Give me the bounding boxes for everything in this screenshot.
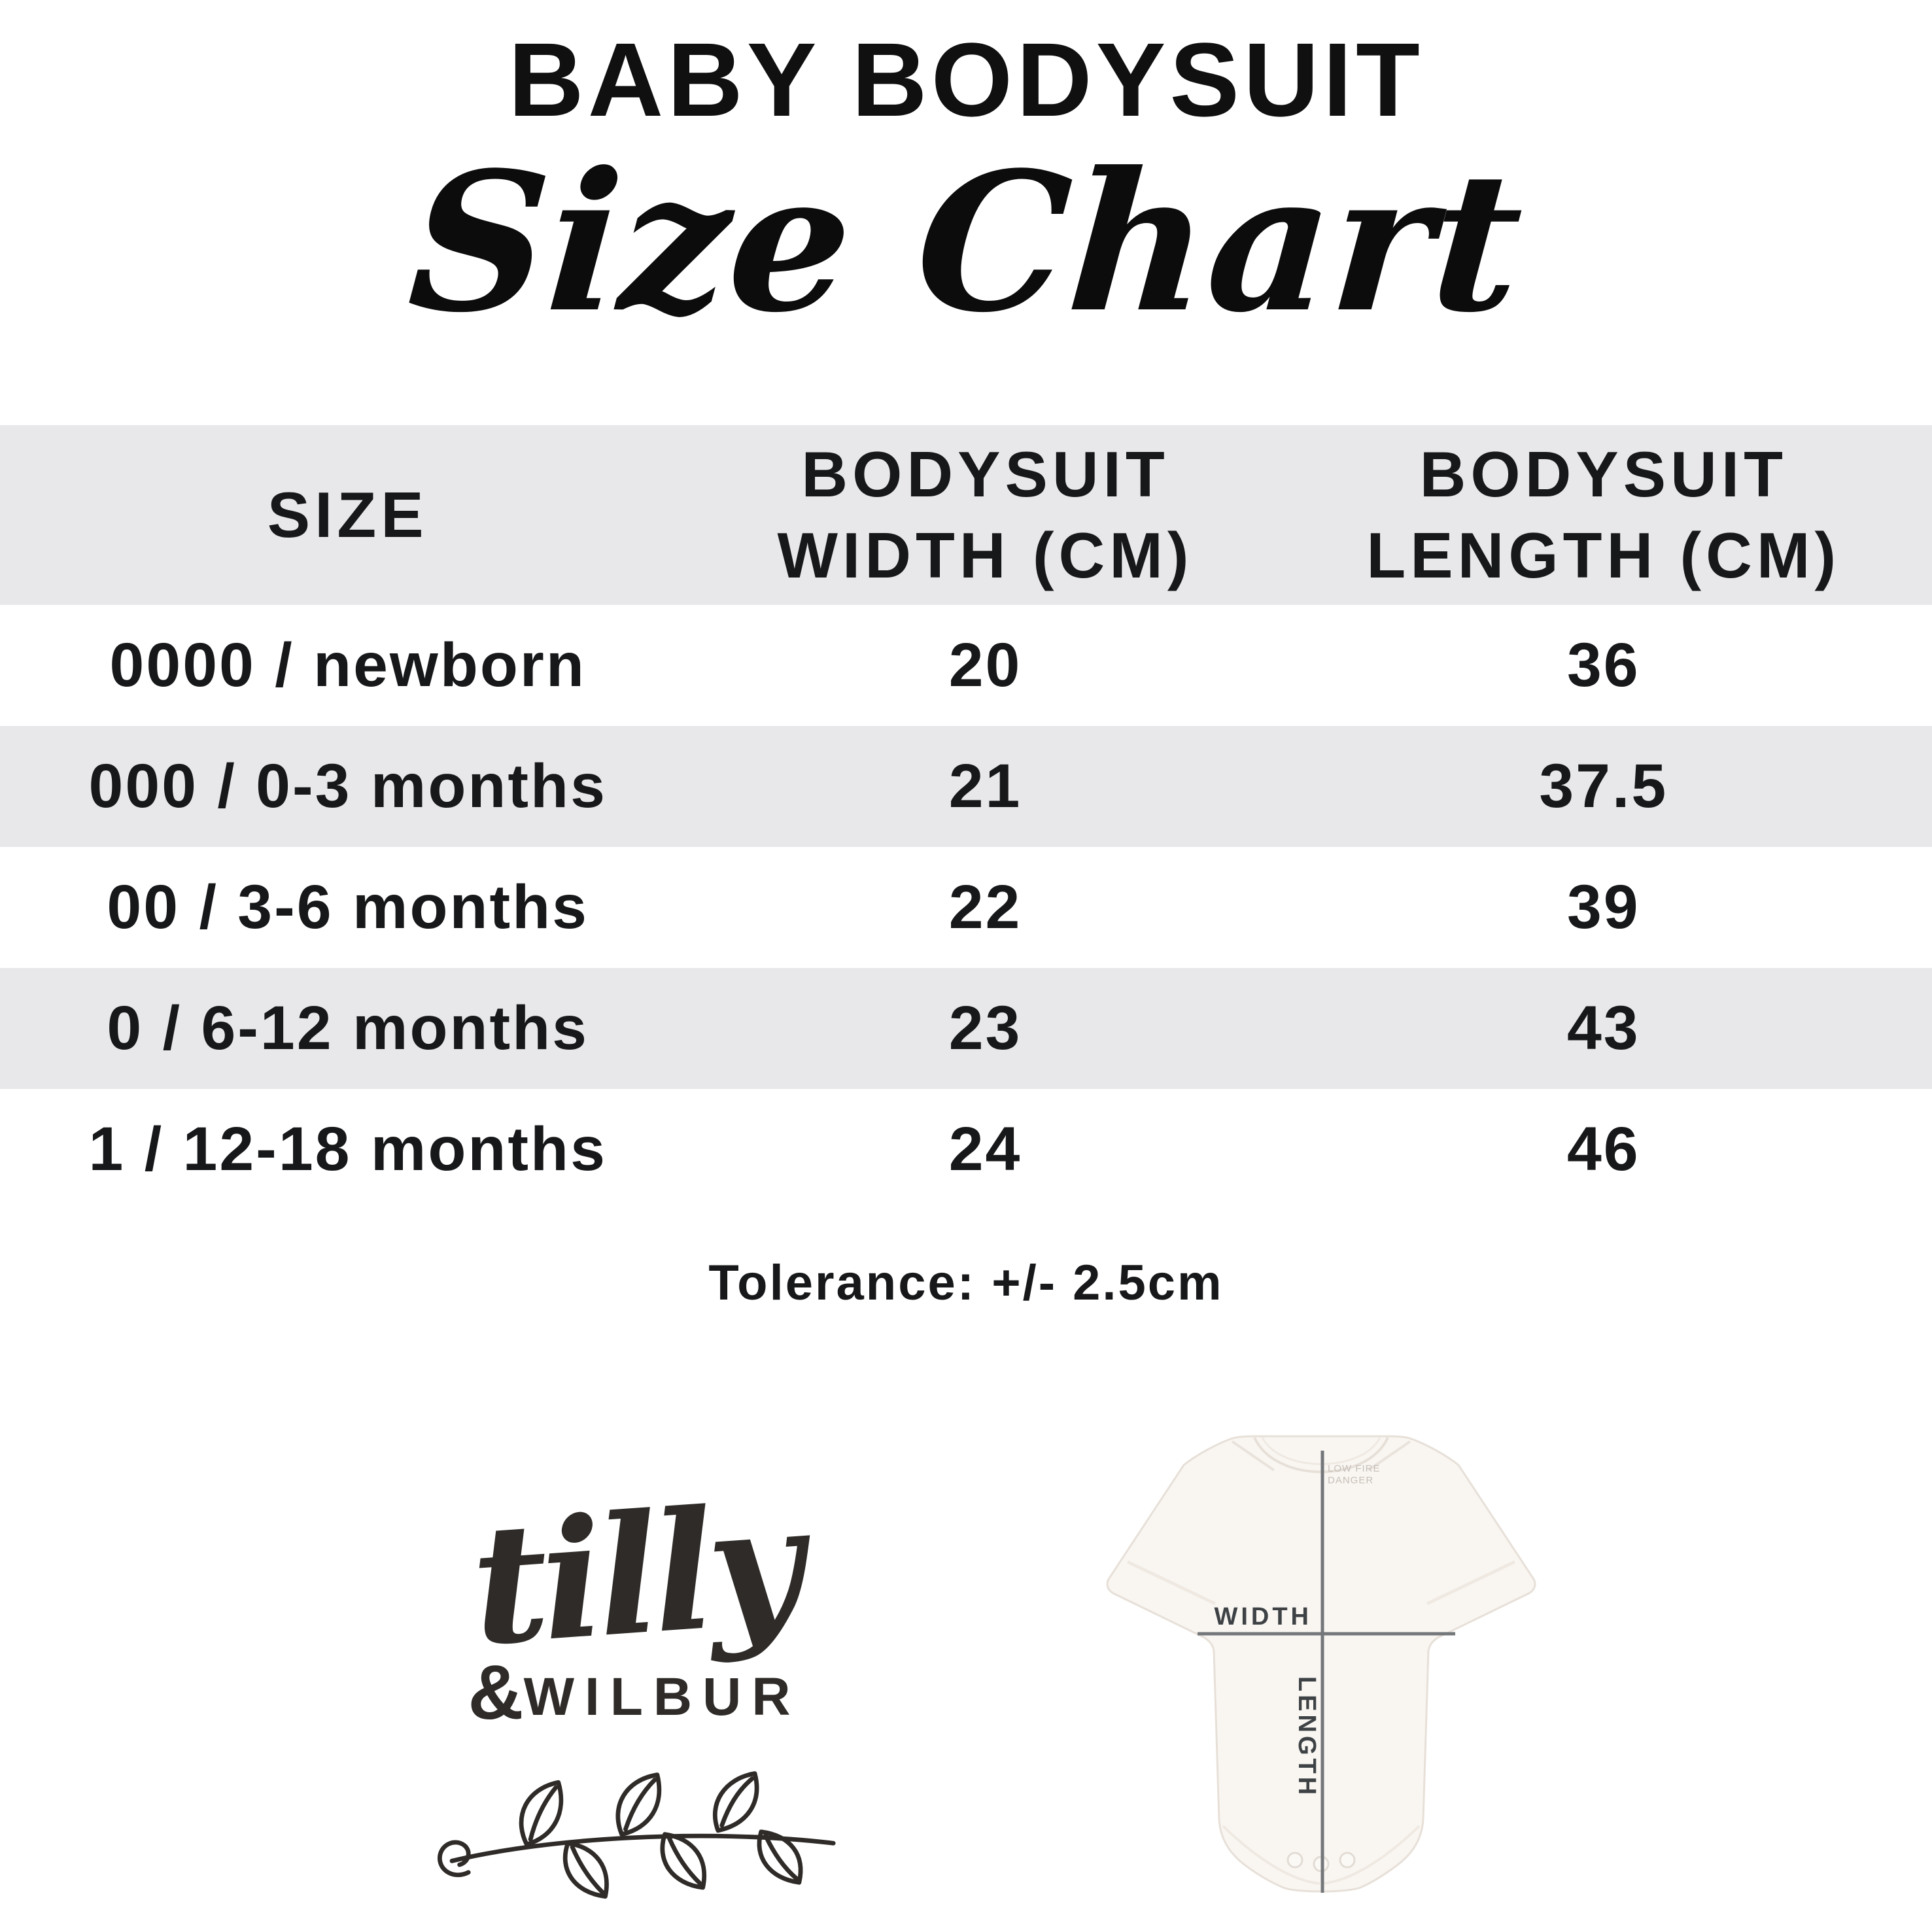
cell-length: 37.5 — [1539, 751, 1668, 821]
cell-length: 39 — [1566, 872, 1640, 942]
table-row: 0 / 6-12 months 23 43 — [0, 968, 1932, 1089]
cell-size: 0000 / newborn — [109, 630, 586, 700]
cell-width: 21 — [948, 751, 1022, 821]
care-label-line2: DANGER — [1328, 1475, 1373, 1486]
cell-width: 22 — [948, 872, 1022, 942]
page-subtitle-text: Size Chart — [403, 130, 1529, 354]
cell-length: 36 — [1566, 630, 1640, 700]
header-cell-length: BODYSUIT LENGTH (CM) — [1366, 438, 1841, 591]
page-title: BABY BODYSUIT — [508, 21, 1424, 138]
laurel-branch-icon — [386, 1746, 883, 1912]
page-subtitle: Size Chart — [0, 128, 1932, 357]
size-table: SIZE BODYSUIT WIDTH (CM) BODYSUIT LENGTH… — [0, 425, 1932, 1210]
table-header-row: SIZE BODYSUIT WIDTH (CM) BODYSUIT LENGTH… — [0, 425, 1932, 605]
table-row: 000 / 0-3 months 21 37.5 — [0, 726, 1932, 847]
cell-width: 20 — [948, 630, 1022, 700]
care-label-line1: LOW FIRE — [1328, 1463, 1381, 1474]
care-label: LOW FIRE DANGER — [1328, 1463, 1381, 1486]
length-label: LENGTH — [1293, 1676, 1320, 1798]
cell-size: 00 / 3-6 months — [107, 872, 589, 942]
table-row: 00 / 3-6 months 22 39 — [0, 847, 1932, 968]
cell-size: 1 / 12-18 months — [88, 1114, 607, 1184]
cell-size: 0 / 6-12 months — [107, 993, 589, 1063]
brand-logo: tilly &WILBUR — [386, 1468, 883, 1912]
cell-length: 43 — [1566, 993, 1640, 1063]
table-row: 0000 / newborn 20 36 — [0, 605, 1932, 726]
tolerance-note: Tolerance: +/- 2.5cm — [708, 1255, 1224, 1311]
logo-caps-line: &WILBUR — [386, 1648, 883, 1737]
cell-size: 000 / 0-3 months — [88, 751, 607, 821]
header-cell-size: SIZE — [267, 478, 428, 551]
logo-script-text: tilly — [466, 1468, 803, 1682]
cell-width: 23 — [948, 993, 1022, 1063]
width-label: WIDTH — [1214, 1603, 1312, 1630]
logo-ampersand: & — [468, 1649, 524, 1736]
logo-caps-text: WILBUR — [523, 1666, 801, 1727]
cell-length: 46 — [1566, 1114, 1640, 1184]
header-cell-width: BODYSUIT WIDTH (CM) — [777, 438, 1194, 591]
cell-width: 24 — [948, 1114, 1022, 1184]
table-row: 1 / 12-18 months 24 46 — [0, 1089, 1932, 1210]
bodysuit-diagram: LOW FIRE DANGER WIDTH LENGTH — [1066, 1392, 1576, 1932]
